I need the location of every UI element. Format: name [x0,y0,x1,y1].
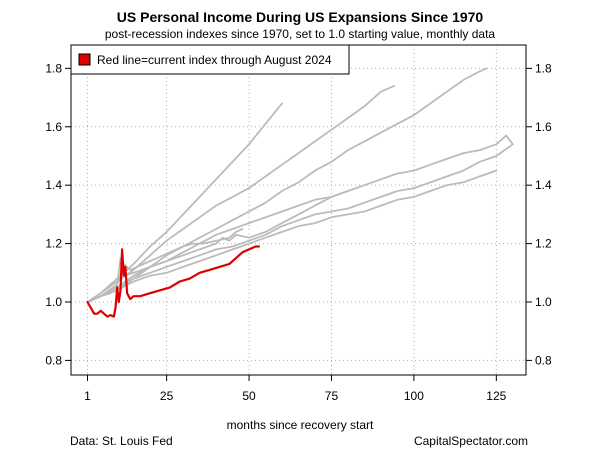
credit-note: CapitalSpectator.com [414,434,528,448]
y-tick-label-left: 1.8 [45,61,62,75]
x-tick-label: 125 [486,389,506,403]
y-tick-label-right: 1.6 [535,120,552,134]
y-tick-label-right: 1.4 [535,178,552,192]
y-tick-label-left: 0.8 [45,353,62,367]
series-line-historical-1 [86,102,283,303]
series-line-current [86,245,260,318]
series-line-historical-8 [86,169,498,303]
y-tick-label-right: 1.2 [535,237,552,251]
x-tick-label: 75 [325,389,339,403]
series-line-historical-6 [86,190,349,303]
x-tick-label: 25 [160,389,174,403]
series-line-historical-2 [86,85,395,303]
x-axis-label: months since recovery start [227,418,374,432]
x-tick-label: 50 [242,389,256,403]
grid [71,45,526,375]
series-line-historical-5 [86,143,514,303]
x-tick-label: 1 [84,389,91,403]
plot-border [70,44,527,376]
series-line-historical-7 [86,228,244,303]
series-line-historical-3 [86,67,488,303]
y-tick-label-left: 1.4 [45,178,62,192]
x-tick-label: 100 [404,389,424,403]
y-tick-label-right: 1.8 [535,61,552,75]
legend-swatch [78,53,91,66]
y-tick-label-right: 1.0 [535,295,552,309]
legend-label: Red line=current index through August 20… [97,53,332,67]
y-tick-label-right: 0.8 [535,353,552,367]
y-tick-label-left: 1.2 [45,237,62,251]
chart-subtitle: post-recession indexes since 1970, set t… [105,27,496,41]
legend-box [70,44,350,75]
chart-title: US Personal Income During US Expansions … [117,9,484,25]
source-note: Data: St. Louis Fed [70,434,173,448]
y-tick-label-left: 1.6 [45,120,62,134]
legend: Red line=current index through August 20… [70,44,350,75]
y-tick-label-left: 1.0 [45,295,62,309]
series-group [86,67,514,318]
